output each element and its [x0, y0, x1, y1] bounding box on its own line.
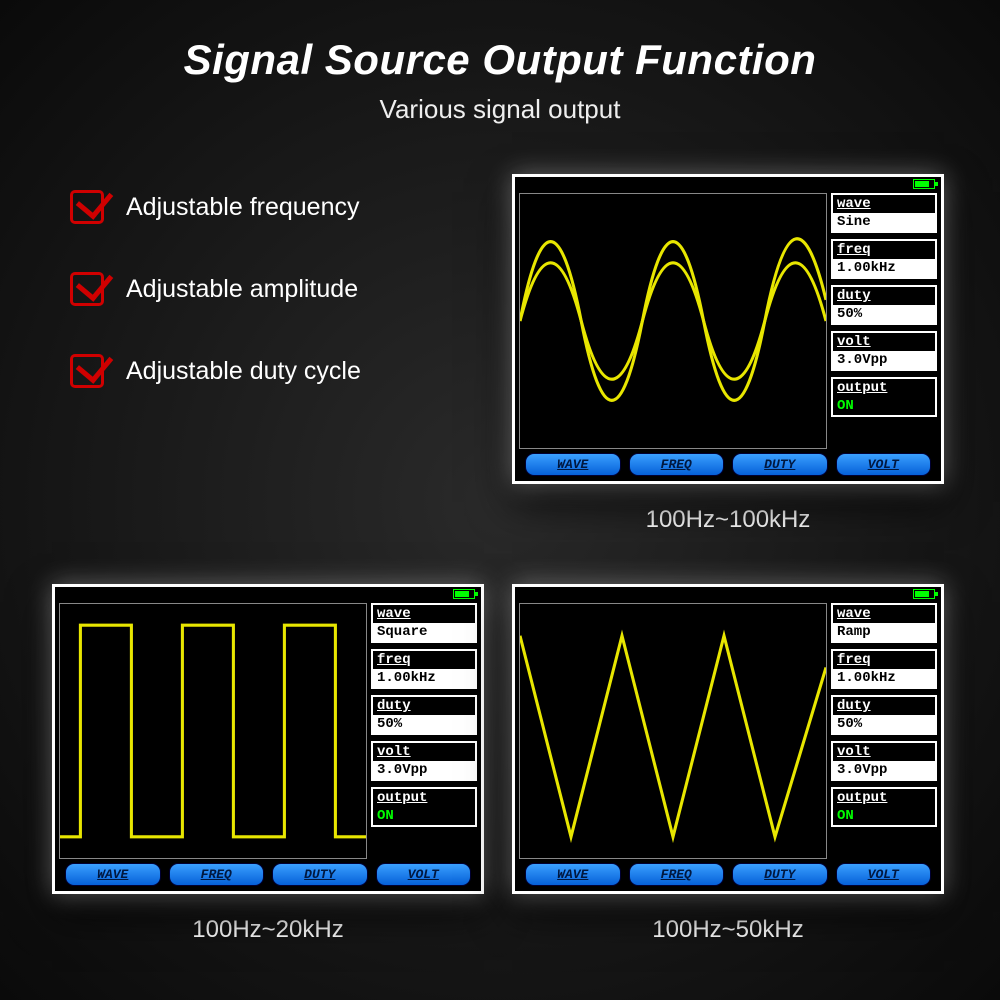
param-duty: duty 50%: [371, 695, 477, 735]
scope-buttons: WAVE FREQ DUTY VOLT: [55, 861, 481, 891]
waveform-display: [59, 603, 367, 859]
param-volt: volt 3.0Vpp: [371, 741, 477, 781]
param-freq: freq 1.00kHz: [831, 239, 937, 279]
scope-ramp: wave Ramp freq 1.00kHz duty 50% volt 3.0…: [512, 584, 944, 944]
freq-button[interactable]: FREQ: [629, 453, 725, 476]
scope-params: wave Square freq 1.00kHz duty 50% volt 3…: [371, 601, 481, 861]
battery-icon: [913, 179, 935, 189]
param-value: Sine: [833, 213, 935, 231]
scope-caption: 100Hz~100kHz: [512, 506, 944, 534]
feature-item: Adjustable duty cycle: [70, 354, 361, 388]
param-value: 1.00kHz: [373, 669, 475, 687]
param-label: volt: [833, 743, 935, 761]
param-duty: duty 50%: [831, 695, 937, 735]
param-output: output ON: [831, 787, 937, 827]
param-wave: wave Ramp: [831, 603, 937, 643]
param-wave: wave Square: [371, 603, 477, 643]
scope-square: wave Square freq 1.00kHz duty 50% volt 3…: [52, 584, 484, 944]
param-value: Square: [373, 623, 475, 641]
feature-item: Adjustable amplitude: [70, 272, 361, 306]
param-label: volt: [373, 743, 475, 761]
param-label: output: [373, 789, 475, 807]
param-label: wave: [373, 605, 475, 623]
check-icon: [70, 190, 104, 224]
scope-buttons: WAVE FREQ DUTY VOLT: [515, 451, 941, 481]
param-output: output ON: [371, 787, 477, 827]
waveform-display: [519, 193, 827, 449]
oscilloscope-screen: wave Square freq 1.00kHz duty 50% volt 3…: [52, 584, 484, 894]
param-label: duty: [833, 287, 935, 305]
scope-params: wave Ramp freq 1.00kHz duty 50% volt 3.0…: [831, 601, 941, 861]
feature-text: Adjustable frequency: [126, 193, 359, 222]
param-label: wave: [833, 195, 935, 213]
scope-buttons: WAVE FREQ DUTY VOLT: [515, 861, 941, 891]
param-value: 50%: [373, 715, 475, 733]
battery-icon: [453, 589, 475, 599]
wave-button[interactable]: WAVE: [65, 863, 161, 886]
param-freq: freq 1.00kHz: [371, 649, 477, 689]
param-label: duty: [373, 697, 475, 715]
scope-params: wave Sine freq 1.00kHz duty 50% volt 3.0…: [831, 191, 941, 451]
scope-statusbar: [515, 177, 941, 191]
freq-button[interactable]: FREQ: [169, 863, 265, 886]
param-value: 50%: [833, 305, 935, 323]
param-value: 3.0Vpp: [373, 761, 475, 779]
feature-item: Adjustable frequency: [70, 190, 361, 224]
param-value: 1.00kHz: [833, 259, 935, 277]
wave-button[interactable]: WAVE: [525, 453, 621, 476]
scope-caption: 100Hz~50kHz: [512, 916, 944, 944]
param-label: volt: [833, 333, 935, 351]
wave-button[interactable]: WAVE: [525, 863, 621, 886]
param-value: ON: [373, 807, 475, 825]
volt-button[interactable]: VOLT: [836, 453, 932, 476]
param-value: ON: [833, 807, 935, 825]
param-label: freq: [373, 651, 475, 669]
check-icon: [70, 354, 104, 388]
param-value: ON: [833, 397, 935, 415]
param-label: freq: [833, 241, 935, 259]
param-label: duty: [833, 697, 935, 715]
param-label: freq: [833, 651, 935, 669]
param-volt: volt 3.0Vpp: [831, 331, 937, 371]
waveform-display: [519, 603, 827, 859]
param-value: 50%: [833, 715, 935, 733]
scope-sine: wave Sine freq 1.00kHz duty 50% volt 3.0…: [512, 174, 944, 534]
param-volt: volt 3.0Vpp: [831, 741, 937, 781]
param-value: 3.0Vpp: [833, 761, 935, 779]
duty-button[interactable]: DUTY: [732, 453, 828, 476]
feature-text: Adjustable amplitude: [126, 275, 358, 304]
oscilloscope-screen: wave Ramp freq 1.00kHz duty 50% volt 3.0…: [512, 584, 944, 894]
param-output: output ON: [831, 377, 937, 417]
duty-button[interactable]: DUTY: [272, 863, 368, 886]
feature-text: Adjustable duty cycle: [126, 357, 361, 386]
param-freq: freq 1.00kHz: [831, 649, 937, 689]
volt-button[interactable]: VOLT: [376, 863, 472, 886]
scope-statusbar: [55, 587, 481, 601]
page-title: Signal Source Output Function: [0, 0, 1000, 84]
page-subtitle: Various signal output: [0, 94, 1000, 125]
param-label: output: [833, 379, 935, 397]
oscilloscope-screen: wave Sine freq 1.00kHz duty 50% volt 3.0…: [512, 174, 944, 484]
param-value: Ramp: [833, 623, 935, 641]
param-duty: duty 50%: [831, 285, 937, 325]
duty-button[interactable]: DUTY: [732, 863, 828, 886]
battery-icon: [913, 589, 935, 599]
param-value: 3.0Vpp: [833, 351, 935, 369]
param-label: wave: [833, 605, 935, 623]
param-wave: wave Sine: [831, 193, 937, 233]
check-icon: [70, 272, 104, 306]
freq-button[interactable]: FREQ: [629, 863, 725, 886]
param-label: output: [833, 789, 935, 807]
scope-caption: 100Hz~20kHz: [52, 916, 484, 944]
param-value: 1.00kHz: [833, 669, 935, 687]
scope-statusbar: [515, 587, 941, 601]
feature-list: Adjustable frequency Adjustable amplitud…: [70, 190, 361, 436]
volt-button[interactable]: VOLT: [836, 863, 932, 886]
